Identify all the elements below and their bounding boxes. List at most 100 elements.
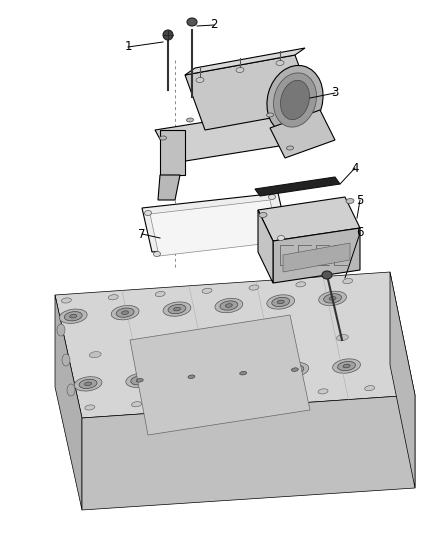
Ellipse shape	[272, 392, 281, 397]
Ellipse shape	[249, 285, 259, 290]
Ellipse shape	[131, 402, 141, 407]
Ellipse shape	[332, 359, 360, 373]
Polygon shape	[273, 228, 360, 283]
Ellipse shape	[268, 195, 276, 199]
Ellipse shape	[74, 377, 102, 391]
Ellipse shape	[79, 379, 97, 389]
Ellipse shape	[85, 405, 95, 410]
Ellipse shape	[275, 339, 286, 345]
Text: 6: 6	[356, 227, 364, 239]
Ellipse shape	[61, 298, 71, 303]
Ellipse shape	[319, 291, 346, 305]
Ellipse shape	[136, 378, 143, 382]
Ellipse shape	[173, 308, 180, 311]
Polygon shape	[142, 193, 288, 252]
Text: 4: 4	[351, 161, 359, 174]
Ellipse shape	[163, 30, 173, 40]
Ellipse shape	[220, 301, 238, 310]
Text: 2: 2	[210, 19, 218, 31]
Polygon shape	[150, 200, 279, 256]
Ellipse shape	[286, 146, 293, 150]
Ellipse shape	[108, 295, 118, 300]
Ellipse shape	[202, 288, 212, 293]
Ellipse shape	[286, 365, 304, 374]
Ellipse shape	[234, 368, 252, 378]
Ellipse shape	[336, 335, 348, 341]
Ellipse shape	[240, 372, 247, 375]
Ellipse shape	[151, 348, 163, 353]
Ellipse shape	[178, 399, 188, 403]
Ellipse shape	[64, 312, 82, 321]
Ellipse shape	[59, 309, 87, 324]
Text: 1: 1	[124, 41, 132, 53]
Polygon shape	[185, 55, 315, 130]
Ellipse shape	[278, 236, 285, 240]
Polygon shape	[82, 395, 415, 510]
Polygon shape	[130, 315, 310, 435]
Polygon shape	[158, 175, 180, 200]
Ellipse shape	[57, 324, 65, 336]
Ellipse shape	[163, 302, 191, 316]
Polygon shape	[185, 48, 305, 75]
Ellipse shape	[324, 294, 342, 303]
Ellipse shape	[259, 213, 267, 217]
Polygon shape	[258, 197, 360, 241]
Ellipse shape	[85, 382, 92, 386]
Ellipse shape	[183, 372, 200, 382]
Polygon shape	[390, 272, 415, 488]
Ellipse shape	[225, 395, 235, 400]
Ellipse shape	[70, 314, 77, 318]
Ellipse shape	[267, 295, 295, 309]
Ellipse shape	[126, 373, 154, 387]
Ellipse shape	[276, 60, 284, 66]
Ellipse shape	[89, 352, 101, 358]
Polygon shape	[55, 295, 82, 510]
Ellipse shape	[111, 305, 139, 320]
Ellipse shape	[343, 364, 350, 368]
Ellipse shape	[187, 118, 194, 122]
Ellipse shape	[322, 271, 332, 279]
Ellipse shape	[229, 366, 257, 381]
Ellipse shape	[116, 308, 134, 317]
Ellipse shape	[318, 389, 328, 394]
Ellipse shape	[236, 68, 244, 72]
Ellipse shape	[67, 384, 75, 396]
Polygon shape	[258, 210, 273, 283]
Ellipse shape	[187, 18, 197, 26]
Ellipse shape	[122, 311, 129, 314]
Text: 5: 5	[356, 193, 364, 206]
Ellipse shape	[365, 385, 374, 391]
Ellipse shape	[267, 66, 323, 134]
Ellipse shape	[272, 297, 290, 306]
Polygon shape	[55, 272, 415, 418]
Ellipse shape	[226, 304, 232, 308]
Ellipse shape	[188, 375, 195, 378]
Ellipse shape	[215, 298, 243, 313]
Ellipse shape	[153, 252, 160, 256]
Polygon shape	[155, 110, 298, 163]
Ellipse shape	[296, 282, 306, 287]
Ellipse shape	[168, 304, 186, 314]
Ellipse shape	[338, 361, 356, 370]
Ellipse shape	[266, 113, 273, 117]
Ellipse shape	[346, 198, 354, 204]
Ellipse shape	[329, 296, 336, 300]
Ellipse shape	[62, 354, 70, 366]
Ellipse shape	[291, 368, 298, 372]
Ellipse shape	[213, 343, 225, 349]
Ellipse shape	[196, 77, 204, 83]
Ellipse shape	[343, 279, 353, 284]
Ellipse shape	[281, 362, 309, 377]
Ellipse shape	[280, 80, 310, 119]
Ellipse shape	[159, 136, 166, 140]
Ellipse shape	[177, 369, 205, 384]
Polygon shape	[270, 110, 335, 158]
Ellipse shape	[131, 376, 148, 385]
Polygon shape	[283, 243, 350, 272]
Text: 3: 3	[331, 86, 339, 100]
Text: 7: 7	[138, 228, 146, 240]
Ellipse shape	[155, 292, 165, 296]
Ellipse shape	[145, 211, 152, 215]
Polygon shape	[255, 177, 340, 196]
Polygon shape	[160, 130, 185, 175]
